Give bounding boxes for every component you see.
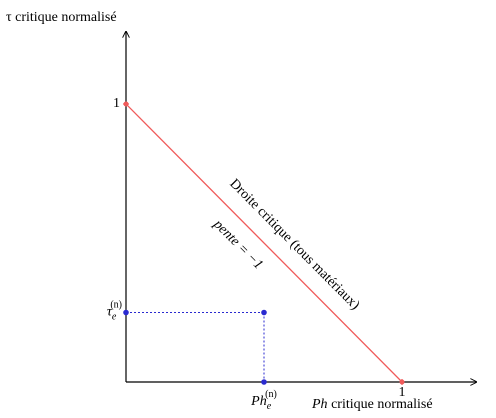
x-axis-title-italic: Ph bbox=[311, 397, 328, 412]
point-y-foot bbox=[123, 309, 129, 316]
endpoint bbox=[399, 379, 405, 385]
label-sup: (n) bbox=[110, 300, 122, 311]
slope-label: pente = −1 bbox=[210, 216, 266, 272]
point-y-label: τe(n) bbox=[107, 300, 122, 323]
y-axis-title: τ critique normalisé bbox=[6, 10, 117, 25]
x-tick-label: 1 bbox=[399, 385, 406, 400]
critical-line bbox=[125, 103, 403, 383]
x-axis-title: Ph critique normalisé bbox=[311, 397, 433, 412]
point-x-label: Phe(n) bbox=[250, 389, 277, 412]
label-base: τ bbox=[107, 305, 113, 320]
y-tick-label: 1 bbox=[113, 96, 120, 111]
point-x-foot bbox=[261, 379, 267, 385]
label-sub: e bbox=[267, 401, 272, 412]
label-sup: (n) bbox=[265, 389, 277, 400]
point bbox=[261, 309, 267, 316]
endpoint bbox=[123, 101, 129, 107]
label-sub: e bbox=[112, 312, 117, 323]
x-axis-title-rest: critique normalisé bbox=[328, 397, 433, 412]
label-base: Ph bbox=[250, 394, 267, 409]
